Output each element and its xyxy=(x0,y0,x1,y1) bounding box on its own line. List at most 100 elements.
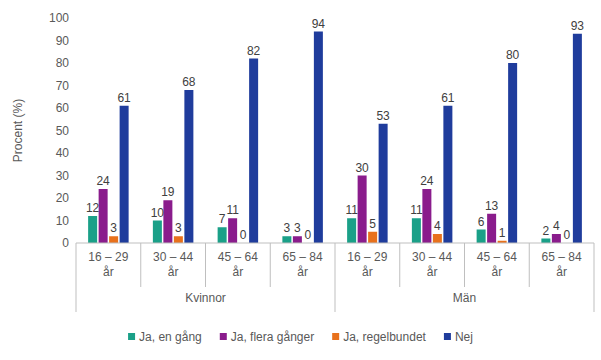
data-label: 3 xyxy=(110,221,117,235)
bar xyxy=(249,59,258,244)
bar xyxy=(228,218,237,243)
bar xyxy=(412,218,421,243)
x-tick-label: 30 – 44år xyxy=(412,250,452,279)
y-tick-label: 50 xyxy=(56,124,70,138)
y-axis xyxy=(76,18,77,243)
legend-swatch xyxy=(332,333,339,340)
data-label: 0 xyxy=(564,228,571,242)
category-separator xyxy=(464,243,465,287)
bar xyxy=(487,214,496,243)
bar xyxy=(358,176,367,244)
label-line: 16 – 29 xyxy=(347,250,387,264)
y-tick-label: 40 xyxy=(56,146,70,160)
data-label: 11 xyxy=(410,203,423,217)
data-label: 12 xyxy=(86,201,100,215)
label-line: 16 – 29 xyxy=(88,250,128,264)
legend-swatch xyxy=(220,333,227,340)
background xyxy=(0,0,601,360)
bar xyxy=(184,90,193,243)
category-separator xyxy=(529,243,530,287)
bar xyxy=(120,106,129,243)
legend: Ja, en gång Ja, flera gånger Ja, regelbund… xyxy=(128,330,473,344)
bar xyxy=(379,124,388,243)
x-tick-label: 65 – 84år xyxy=(283,250,323,279)
bar xyxy=(293,236,302,243)
data-label: 93 xyxy=(571,19,585,33)
bar xyxy=(368,232,377,243)
x-tick-label: 16 – 29år xyxy=(88,250,128,279)
bar xyxy=(218,227,227,243)
data-label: 5 xyxy=(369,217,376,231)
label-line: år xyxy=(297,265,308,279)
data-label: 0 xyxy=(305,228,312,242)
bar xyxy=(552,234,561,243)
bars xyxy=(88,32,582,244)
y-tick-label: 0 xyxy=(62,236,69,250)
bar xyxy=(477,230,486,244)
bar xyxy=(508,63,517,243)
category-separator xyxy=(76,243,77,312)
y-tick-label: 100 xyxy=(49,11,69,25)
x-tick-label: 16 – 29år xyxy=(347,250,387,279)
bar xyxy=(153,221,162,244)
x-tick-label: 65 – 84år xyxy=(542,250,582,279)
y-tick-label: 20 xyxy=(56,191,70,205)
data-labels: 1224361101936871108233094113055311244616… xyxy=(86,17,584,243)
group-label: Kvinnor xyxy=(185,291,226,305)
data-label: 24 xyxy=(96,174,110,188)
y-axis-title: Procent (%) xyxy=(11,99,25,162)
data-label: 3 xyxy=(294,221,301,235)
x-tick-label: 30 – 44år xyxy=(153,250,193,279)
group-label: Män xyxy=(453,291,476,305)
data-label: 3 xyxy=(175,221,182,235)
label-line: 65 – 84 xyxy=(283,250,323,264)
data-label: 7 xyxy=(219,212,226,226)
legend-swatch xyxy=(444,333,451,340)
bar xyxy=(109,236,118,243)
label-line: år xyxy=(362,265,373,279)
bar xyxy=(422,189,431,243)
bar xyxy=(347,218,356,243)
category-separator xyxy=(205,243,206,287)
data-label: 94 xyxy=(312,17,326,31)
data-label: 30 xyxy=(355,161,369,175)
legend-label: Nej xyxy=(455,330,473,344)
bar xyxy=(174,236,183,243)
category-separator xyxy=(140,243,141,287)
label-line: 65 – 84 xyxy=(542,250,582,264)
label-line: 30 – 44 xyxy=(153,250,193,264)
data-label: 24 xyxy=(420,174,434,188)
bar xyxy=(99,189,108,243)
legend-label: Ja, en gång xyxy=(139,330,202,344)
label-line: år xyxy=(492,265,503,279)
y-tick-label: 80 xyxy=(56,56,70,70)
y-tick-label: 10 xyxy=(56,214,70,228)
bar xyxy=(573,34,582,243)
label-line: år xyxy=(556,265,567,279)
legend-swatch xyxy=(128,333,135,340)
data-label: 6 xyxy=(478,215,485,229)
label-line: 45 – 64 xyxy=(477,250,517,264)
bar xyxy=(88,216,97,243)
legend-label: Ja, flera gånger xyxy=(231,330,314,344)
label-line: år xyxy=(233,265,244,279)
data-label: 11 xyxy=(226,203,239,217)
y-tick-label: 60 xyxy=(56,101,70,115)
label-line: år xyxy=(427,265,438,279)
legend-label: Ja, regelbundet xyxy=(343,330,426,344)
data-label: 53 xyxy=(376,109,390,123)
data-label: 0 xyxy=(240,228,247,242)
data-label: 13 xyxy=(485,199,499,213)
bar xyxy=(314,32,323,244)
bar xyxy=(443,106,452,243)
label-line: 45 – 64 xyxy=(218,250,258,264)
data-label: 2 xyxy=(543,224,550,238)
data-label: 10 xyxy=(151,206,165,220)
bar xyxy=(282,236,291,243)
data-label: 61 xyxy=(117,91,131,105)
bar xyxy=(541,239,550,244)
label-line: år xyxy=(103,265,114,279)
data-label: 11 xyxy=(345,203,358,217)
x-tick-label: 45 – 64år xyxy=(477,250,517,279)
data-label: 80 xyxy=(506,48,520,62)
